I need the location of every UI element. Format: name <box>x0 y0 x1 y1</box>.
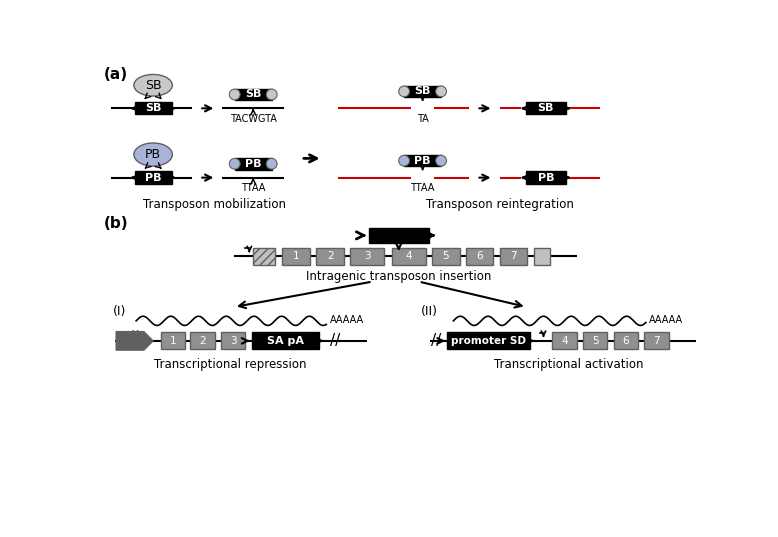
Bar <box>235 89 272 100</box>
Circle shape <box>266 158 277 169</box>
Text: SB: SB <box>245 90 261 99</box>
Text: TTAA: TTAA <box>241 183 265 193</box>
Text: Intragenic transposon insertion: Intragenic transposon insertion <box>306 270 492 283</box>
Polygon shape <box>116 332 153 350</box>
Bar <box>251 332 320 350</box>
Text: 7: 7 <box>510 251 517 261</box>
Text: Transposon mobilization: Transposon mobilization <box>143 198 286 212</box>
Bar <box>135 102 172 114</box>
Text: 3: 3 <box>230 336 237 346</box>
Ellipse shape <box>134 75 173 96</box>
Text: SA pA: SA pA <box>267 336 304 346</box>
Text: PB: PB <box>145 172 161 183</box>
Text: //: // <box>431 333 442 349</box>
Text: PB: PB <box>415 156 431 166</box>
Bar <box>190 332 215 350</box>
Text: 5: 5 <box>443 251 449 261</box>
Bar <box>404 155 441 166</box>
Text: 7: 7 <box>654 336 660 346</box>
Text: Transposon reintegration: Transposon reintegration <box>426 198 573 212</box>
Text: (b): (b) <box>103 216 128 231</box>
Text: PB: PB <box>245 159 261 169</box>
Bar <box>161 332 185 350</box>
Bar <box>552 332 576 350</box>
Bar <box>404 85 441 97</box>
Text: (a): (a) <box>103 67 128 82</box>
Text: 3: 3 <box>364 251 370 261</box>
Text: AAAAA: AAAAA <box>330 315 364 325</box>
Text: 1: 1 <box>293 251 300 261</box>
Bar <box>350 248 384 265</box>
Bar <box>369 228 429 243</box>
Bar <box>221 332 246 350</box>
Bar <box>432 248 460 265</box>
Text: //: // <box>330 333 340 349</box>
Bar <box>135 171 172 184</box>
Text: TA: TA <box>417 114 429 124</box>
Circle shape <box>398 86 409 97</box>
Bar <box>526 171 566 184</box>
Bar <box>499 248 527 265</box>
Bar <box>447 332 531 350</box>
Text: SB: SB <box>145 79 161 92</box>
Text: AAAAA: AAAAA <box>649 315 683 325</box>
Bar <box>583 332 608 350</box>
Text: SB: SB <box>145 103 161 113</box>
Circle shape <box>398 155 409 166</box>
Text: 6: 6 <box>476 251 483 261</box>
Bar <box>235 158 272 170</box>
Text: PB: PB <box>538 172 554 183</box>
Circle shape <box>436 86 447 97</box>
Bar <box>253 248 275 265</box>
Bar <box>526 102 566 114</box>
Text: PB: PB <box>145 148 161 161</box>
Bar <box>466 248 493 265</box>
Circle shape <box>436 155 447 166</box>
Bar <box>282 248 310 265</box>
Circle shape <box>230 89 240 100</box>
Text: promoter SD: promoter SD <box>451 336 526 346</box>
Text: (I): (I) <box>113 304 127 318</box>
Text: Transcriptional repression: Transcriptional repression <box>154 358 307 371</box>
Text: 6: 6 <box>622 336 629 346</box>
Text: (II): (II) <box>421 304 438 318</box>
Circle shape <box>230 158 240 169</box>
Text: 2: 2 <box>199 336 205 346</box>
Text: 4: 4 <box>405 251 412 261</box>
Bar <box>644 332 669 350</box>
Bar <box>392 248 426 265</box>
Text: 4: 4 <box>561 336 568 346</box>
Ellipse shape <box>134 143 173 166</box>
Circle shape <box>266 89 277 100</box>
Text: SB: SB <box>538 103 554 113</box>
Text: SB: SB <box>415 86 431 96</box>
Text: TTAA: TTAA <box>411 183 435 193</box>
Text: 2: 2 <box>327 251 334 261</box>
Bar <box>317 248 344 265</box>
Text: TACWGTA: TACWGTA <box>230 114 277 124</box>
Text: Transcriptional activation: Transcriptional activation <box>494 358 643 371</box>
Bar <box>614 332 638 350</box>
Text: 5: 5 <box>592 336 598 346</box>
Text: 1: 1 <box>170 336 177 346</box>
Bar <box>534 248 549 265</box>
